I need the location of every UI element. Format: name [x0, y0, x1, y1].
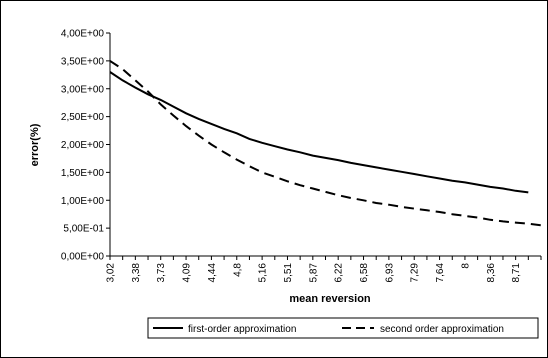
series-line-first-order [109, 71, 529, 194]
y-tick-label: 0,00E+00 [61, 252, 105, 263]
x-tick-label: 4,8 [232, 263, 243, 277]
x-tick-label: 6,93 [384, 263, 395, 283]
x-tick-label: 7,64 [435, 263, 446, 283]
legend: first-order approximation second order a… [147, 317, 539, 339]
x-tick-label: 3,73 [156, 263, 167, 283]
y-axis-title: error(%) [29, 123, 41, 166]
x-tick-label: 4,09 [182, 263, 193, 283]
x-tick-label: 5,16 [258, 263, 269, 283]
y-tick-label: 3,50E+00 [61, 56, 105, 67]
y-tick-label: 5,00E-01 [63, 224, 104, 235]
x-tick-label: 3,38 [131, 263, 142, 283]
y-tick-label: 2,00E+00 [61, 140, 105, 151]
x-tick-label: 5,87 [308, 263, 319, 283]
y-tick-label: 2,50E+00 [61, 112, 105, 123]
y-tick-label: 1,50E+00 [61, 168, 105, 179]
x-tick-label: 8 [460, 263, 471, 269]
y-tick-label: 1,00E+00 [61, 196, 105, 207]
y-tick-label: 4,00E+00 [61, 29, 105, 40]
series-line-second-order [109, 60, 542, 227]
x-tick-label: 6,22 [334, 263, 345, 283]
x-tick-label: 7,29 [410, 263, 421, 283]
y-tick-label: 3,00E+00 [61, 84, 105, 95]
x-tick-label: 8,36 [486, 263, 497, 283]
x-tick-label: 5,51 [283, 263, 294, 283]
x-tick-label: 8,71 [511, 263, 522, 283]
legend-label-first-order: first-order approximation [188, 324, 296, 335]
x-tick-label: 3,02 [106, 263, 117, 283]
x-tick-label: 6,58 [359, 263, 370, 283]
x-axis-title: mean reversion [289, 293, 371, 305]
legend-label-second-order: second order approximation [380, 324, 504, 335]
x-tick-label: 4,44 [207, 263, 218, 283]
